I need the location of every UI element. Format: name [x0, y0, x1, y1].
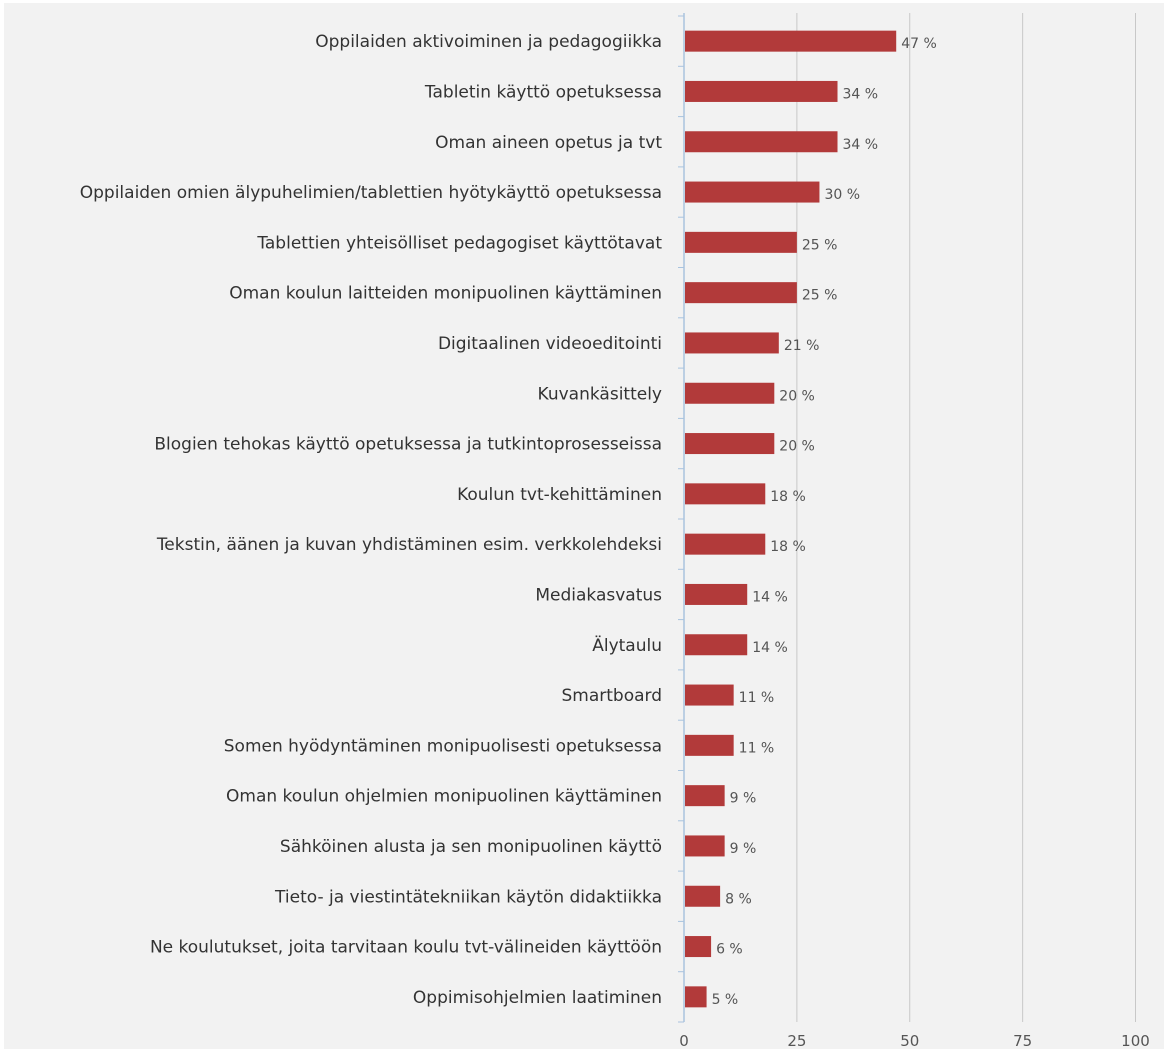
- bar: [685, 282, 797, 304]
- chart-panel: Oppilaiden aktivoiminen ja pedagogiikka 4…: [4, 3, 1164, 1049]
- category-label: Oman aineen opetus ja tvt: [435, 133, 662, 153]
- category-label: Oppilaiden aktivoiminen ja pedagogiikka: [315, 32, 662, 52]
- bar: [685, 382, 775, 404]
- data-label: 11 %: [739, 740, 775, 756]
- x-tick-label: 50: [900, 1032, 919, 1049]
- x-tick-label: 75: [1013, 1032, 1032, 1049]
- category-label: Kuvankäsittely: [538, 384, 662, 404]
- bar: [685, 634, 748, 656]
- bar: [685, 80, 838, 102]
- data-label: 11 %: [739, 690, 775, 706]
- data-label: 6 %: [716, 942, 743, 958]
- data-label: 14 %: [752, 640, 788, 656]
- x-tick-label: 0: [679, 1032, 689, 1049]
- data-label: 9 %: [730, 841, 757, 857]
- category-label: Koulun tvt-kehittäminen: [457, 485, 662, 505]
- category-label: Oman koulun ohjelmien monipuolinen käytt…: [226, 787, 662, 807]
- data-label: 20 %: [779, 388, 815, 404]
- category-label: Sähköinen alusta ja sen monipuolinen käy…: [280, 837, 662, 857]
- bar: [685, 433, 775, 455]
- category-label: Tablettien yhteisölliset pedagogiset käy…: [256, 233, 662, 253]
- category-label: Älytaulu: [592, 635, 662, 656]
- bar: [685, 231, 797, 253]
- data-label: 34 %: [843, 86, 879, 102]
- category-label: Mediakasvatus: [535, 585, 662, 605]
- category-label: Digitaalinen videoeditointi: [438, 334, 662, 354]
- category-label: Somen hyödyntäminen monipuolisesti opetu…: [224, 736, 662, 756]
- category-label: Tieto- ja viestintätekniikan käytön dida…: [274, 887, 662, 907]
- data-label: 9 %: [730, 791, 757, 807]
- bar: [685, 835, 725, 857]
- data-label: 18 %: [770, 539, 806, 555]
- category-label: Ne koulutukset, joita tarvitaan koulu tv…: [150, 938, 662, 958]
- bar: [685, 583, 748, 605]
- category-label: Oppimisohjelmien laatiminen: [413, 988, 662, 1008]
- bar: [685, 131, 838, 153]
- bar: [685, 483, 766, 505]
- bar: [685, 785, 725, 807]
- category-label: Smartboard: [561, 686, 662, 706]
- category-label: Oppilaiden omien älypuhelimien/tablettie…: [80, 183, 662, 203]
- data-label: 8 %: [725, 891, 752, 907]
- x-tick-label: 25: [787, 1032, 806, 1049]
- data-label: 30 %: [824, 187, 860, 203]
- bar: [685, 332, 779, 354]
- data-label: 20 %: [779, 439, 815, 455]
- category-label: Tabletin käyttö opetuksessa: [424, 82, 662, 102]
- data-label: 18 %: [770, 489, 806, 505]
- bar: [685, 734, 734, 756]
- bar: [685, 684, 734, 706]
- data-label: 14 %: [752, 589, 788, 605]
- category-label: Oman koulun laitteiden monipuolinen käyt…: [229, 284, 662, 304]
- x-tick-label: 100: [1121, 1032, 1150, 1049]
- bar: [685, 30, 897, 52]
- data-label: 5 %: [712, 992, 739, 1008]
- data-label: 25 %: [802, 237, 838, 253]
- data-label: 47 %: [901, 36, 937, 52]
- category-label: Tekstin, äänen ja kuvan yhdistäminen esi…: [156, 535, 662, 555]
- bar: [685, 986, 707, 1008]
- bar-chart: Oppilaiden aktivoiminen ja pedagogiikka 4…: [80, 13, 1150, 1049]
- category-label: Blogien tehokas käyttö opetuksessa ja tu…: [154, 435, 662, 455]
- data-label: 25 %: [802, 288, 838, 304]
- data-label: 21 %: [784, 338, 820, 354]
- bar: [685, 936, 712, 958]
- bar: [685, 181, 820, 203]
- bar: [685, 533, 766, 555]
- bar: [685, 885, 721, 907]
- data-label: 34 %: [843, 137, 879, 153]
